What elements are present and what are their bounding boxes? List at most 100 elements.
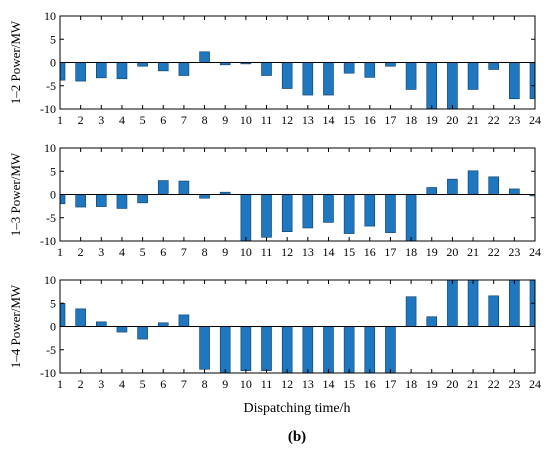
bar: [75, 308, 86, 327]
x-tick-label: 3: [98, 245, 104, 259]
bar: [240, 326, 252, 371]
bar: [281, 62, 293, 89]
x-tick-label: 17: [384, 245, 396, 259]
bar: [137, 326, 148, 340]
bar: [178, 62, 190, 76]
x-tick-label: 22: [488, 377, 500, 391]
bar: [467, 62, 479, 90]
bar: [261, 194, 272, 238]
x-tick-label: 11: [261, 113, 273, 127]
x-tick-label: 12: [281, 113, 293, 127]
bar: [116, 62, 128, 80]
x-tick-label: 18: [405, 113, 417, 127]
x-tick-label: 11: [261, 377, 273, 391]
bar: [364, 194, 376, 227]
y-tick-label: 0: [50, 188, 56, 202]
bar: [157, 62, 169, 72]
x-tick-label: 24: [529, 245, 541, 259]
bar: [509, 188, 520, 195]
y-tick-label: 10: [44, 9, 56, 23]
x-tick-label: 20: [446, 113, 458, 127]
bar: [219, 326, 231, 374]
x-tick-label: 8: [202, 377, 208, 391]
x-tick-label: 1: [57, 377, 63, 391]
x-tick-label: 10: [240, 245, 252, 259]
bar: [529, 62, 536, 100]
x-tick-label: 19: [426, 113, 438, 127]
x-tick-label: 22: [488, 113, 500, 127]
x-tick-label: 23: [508, 245, 520, 259]
x-tick-label: 8: [202, 245, 208, 259]
bar: [75, 194, 86, 208]
bar: [137, 194, 148, 204]
bar: [509, 62, 520, 100]
x-tick-label: 19: [426, 377, 438, 391]
bar: [405, 62, 417, 90]
bar: [323, 62, 334, 96]
bar: [343, 326, 355, 374]
x-tick-label: 13: [302, 245, 314, 259]
x-tick-label: 3: [98, 113, 104, 127]
y-tick-label: 5: [50, 164, 56, 178]
bar: [488, 295, 499, 327]
y-tick-label: -5: [46, 211, 56, 225]
y-tick-label: 0: [50, 56, 56, 70]
x-tick-label: 6: [160, 377, 166, 391]
bar: [59, 302, 66, 327]
bar: [385, 194, 396, 233]
x-tick-label: 12: [281, 377, 293, 391]
x-tick-label: 9: [222, 113, 228, 127]
x-tick-label: 22: [488, 245, 500, 259]
x-tick-label: 10: [240, 377, 252, 391]
x-tick-label: 24: [529, 113, 541, 127]
bar: [302, 194, 314, 229]
bar: [261, 62, 272, 76]
y-axis-label: 1–3 Power/MW: [8, 152, 23, 236]
x-tick-label: 16: [364, 377, 376, 391]
y-tick-label: 0: [50, 320, 56, 334]
x-tick-label: 14: [322, 377, 334, 391]
bar: [240, 194, 252, 242]
x-tick-label: 2: [78, 377, 84, 391]
x-axis-label: Dispatching time/h: [244, 401, 351, 416]
x-tick-label: 6: [160, 113, 166, 127]
y-tick-label: -5: [46, 343, 56, 357]
bar: [178, 314, 190, 327]
x-tick-label: 15: [343, 113, 355, 127]
x-tick-label: 5: [140, 377, 146, 391]
bar: [426, 187, 438, 195]
x-tick-label: 24: [529, 377, 541, 391]
x-tick-label: 4: [119, 245, 125, 259]
y-tick-label: 5: [50, 296, 56, 310]
x-tick-label: 1: [57, 245, 63, 259]
x-tick-label: 1: [57, 113, 63, 127]
bar: [385, 62, 396, 67]
x-tick-label: 21: [467, 245, 479, 259]
x-tick-label: 5: [140, 113, 146, 127]
x-tick-label: 17: [384, 113, 396, 127]
figure-caption: (b): [288, 429, 306, 445]
bar: [488, 176, 499, 195]
x-tick-label: 6: [160, 245, 166, 259]
y-tick-label: -10: [40, 102, 56, 116]
x-tick-label: 20: [446, 245, 458, 259]
bar: [426, 316, 438, 327]
x-tick-label: 12: [281, 245, 293, 259]
bar: [157, 180, 169, 195]
bar: [447, 279, 458, 327]
bar: [96, 194, 107, 207]
bar: [261, 326, 272, 371]
x-tick-label: 4: [119, 377, 125, 391]
bar: [59, 62, 66, 81]
y-tick-label: 10: [44, 141, 56, 155]
bar: [467, 170, 479, 195]
x-tick-label: 16: [364, 113, 376, 127]
x-tick-label: 10: [240, 113, 252, 127]
x-tick-label: 14: [322, 245, 334, 259]
bar: [96, 62, 107, 79]
x-tick-label: 14: [322, 113, 334, 127]
y-tick-label: -10: [40, 366, 56, 380]
x-tick-label: 23: [508, 113, 520, 127]
